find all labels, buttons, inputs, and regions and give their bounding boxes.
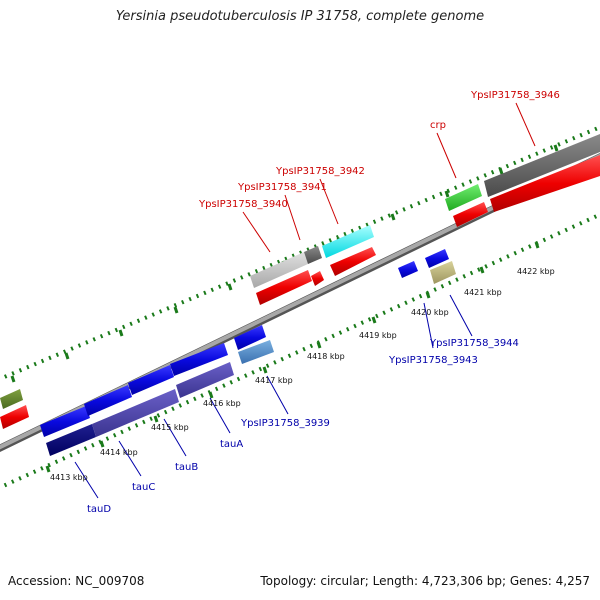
kbp-label: 4421 kbp <box>464 288 502 297</box>
reverse-genes <box>40 249 456 456</box>
inner-tick-track <box>0 212 600 490</box>
forward-genes <box>0 134 600 429</box>
gene-red-3942b <box>330 247 376 276</box>
outer-major-ticks <box>10 144 559 383</box>
gene-red-small <box>311 271 324 286</box>
gene-red-crp-b <box>453 202 488 227</box>
gene-blue-taub <box>128 365 174 395</box>
gene-taud <box>46 424 96 456</box>
gene-label-taub: tauB <box>175 462 198 473</box>
gene-label-ypsip31758-3940: YpsIP31758_3940 <box>198 199 288 210</box>
kbp-label: 4415 kbp <box>151 423 189 432</box>
map-title: Yersinia pseudotuberculosis IP 31758, co… <box>115 9 485 24</box>
accession-text: Accession: NC_009708 <box>8 574 145 588</box>
gene-crp <box>445 184 482 211</box>
forward-gene-labels: YpsIP31758_3946 crp YpsIP31758_3942 YpsI… <box>198 90 560 210</box>
kbp-label: 4420 kbp <box>411 308 449 317</box>
gene-blue-taua <box>170 343 228 376</box>
gene-ypsip31758-3943 <box>398 261 418 278</box>
reverse-gene-labels: YpsIP31758_3944 YpsIP31758_3943 YpsIP317… <box>87 338 519 515</box>
kbp-labels: 4413 kbp 4414 kbp 4415 kbp 4416 kbp 4417… <box>50 267 555 482</box>
kbp-label: 4422 kbp <box>517 267 555 276</box>
gene-label-ypsip31758-3941: YpsIP31758_3941 <box>237 182 327 193</box>
gene-label-tauc: tauC <box>132 482 155 493</box>
gene-tauc <box>92 389 179 437</box>
gene-blue-3939 <box>234 325 266 350</box>
kbp-label: 4414 kbp <box>100 448 138 457</box>
gene-ypsip31758-3944 <box>430 261 456 284</box>
gene-ypsip31758-3939 <box>238 340 274 364</box>
kbp-label: 4416 kbp <box>203 399 241 408</box>
gene-blue-taud <box>40 406 90 437</box>
forward-label-lines <box>242 102 536 253</box>
gene-label-ypsip31758-3942: YpsIP31758_3942 <box>275 166 365 177</box>
gene-red-3946b <box>490 155 600 212</box>
kbp-label: 4417 kbp <box>255 376 293 385</box>
gene-red-partial <box>0 405 29 429</box>
gene-ypsip31758-3942 <box>322 225 374 258</box>
gene-label-ypsip31758-3944: YpsIP31758_3944 <box>429 338 519 349</box>
reverse-label-lines <box>74 294 473 499</box>
kbp-label: 4413 kbp <box>50 473 88 482</box>
gene-blue-tauc <box>84 385 132 416</box>
gene-taub <box>176 362 234 398</box>
gene-ypsip31758-3940 <box>250 252 308 288</box>
gene-olive-partial <box>0 389 23 409</box>
kbp-label: 4418 kbp <box>307 352 345 361</box>
inner-major-ticks <box>45 241 540 473</box>
genome-summary-text: Topology: circular; Length: 4,723,306 bp… <box>260 574 590 588</box>
kbp-label: 4419 kbp <box>359 331 397 340</box>
outer-tick-track <box>0 125 600 381</box>
gene-blue-3944 <box>425 249 449 268</box>
gene-red-3940b <box>256 270 312 305</box>
gene-label-taud: tauD <box>87 504 111 515</box>
gene-label-ypsip31758-3943: YpsIP31758_3943 <box>388 355 478 366</box>
gene-label-crp: crp <box>430 120 446 131</box>
gene-ypsip31758-3941 <box>304 246 322 264</box>
gene-ypsip31758-3946 <box>484 134 600 197</box>
gene-label-ypsip31758-3946: YpsIP31758_3946 <box>470 90 560 101</box>
gene-label-ypsip31758-3939: YpsIP31758_3939 <box>240 418 330 429</box>
gene-label-taua: tauA <box>220 439 243 450</box>
